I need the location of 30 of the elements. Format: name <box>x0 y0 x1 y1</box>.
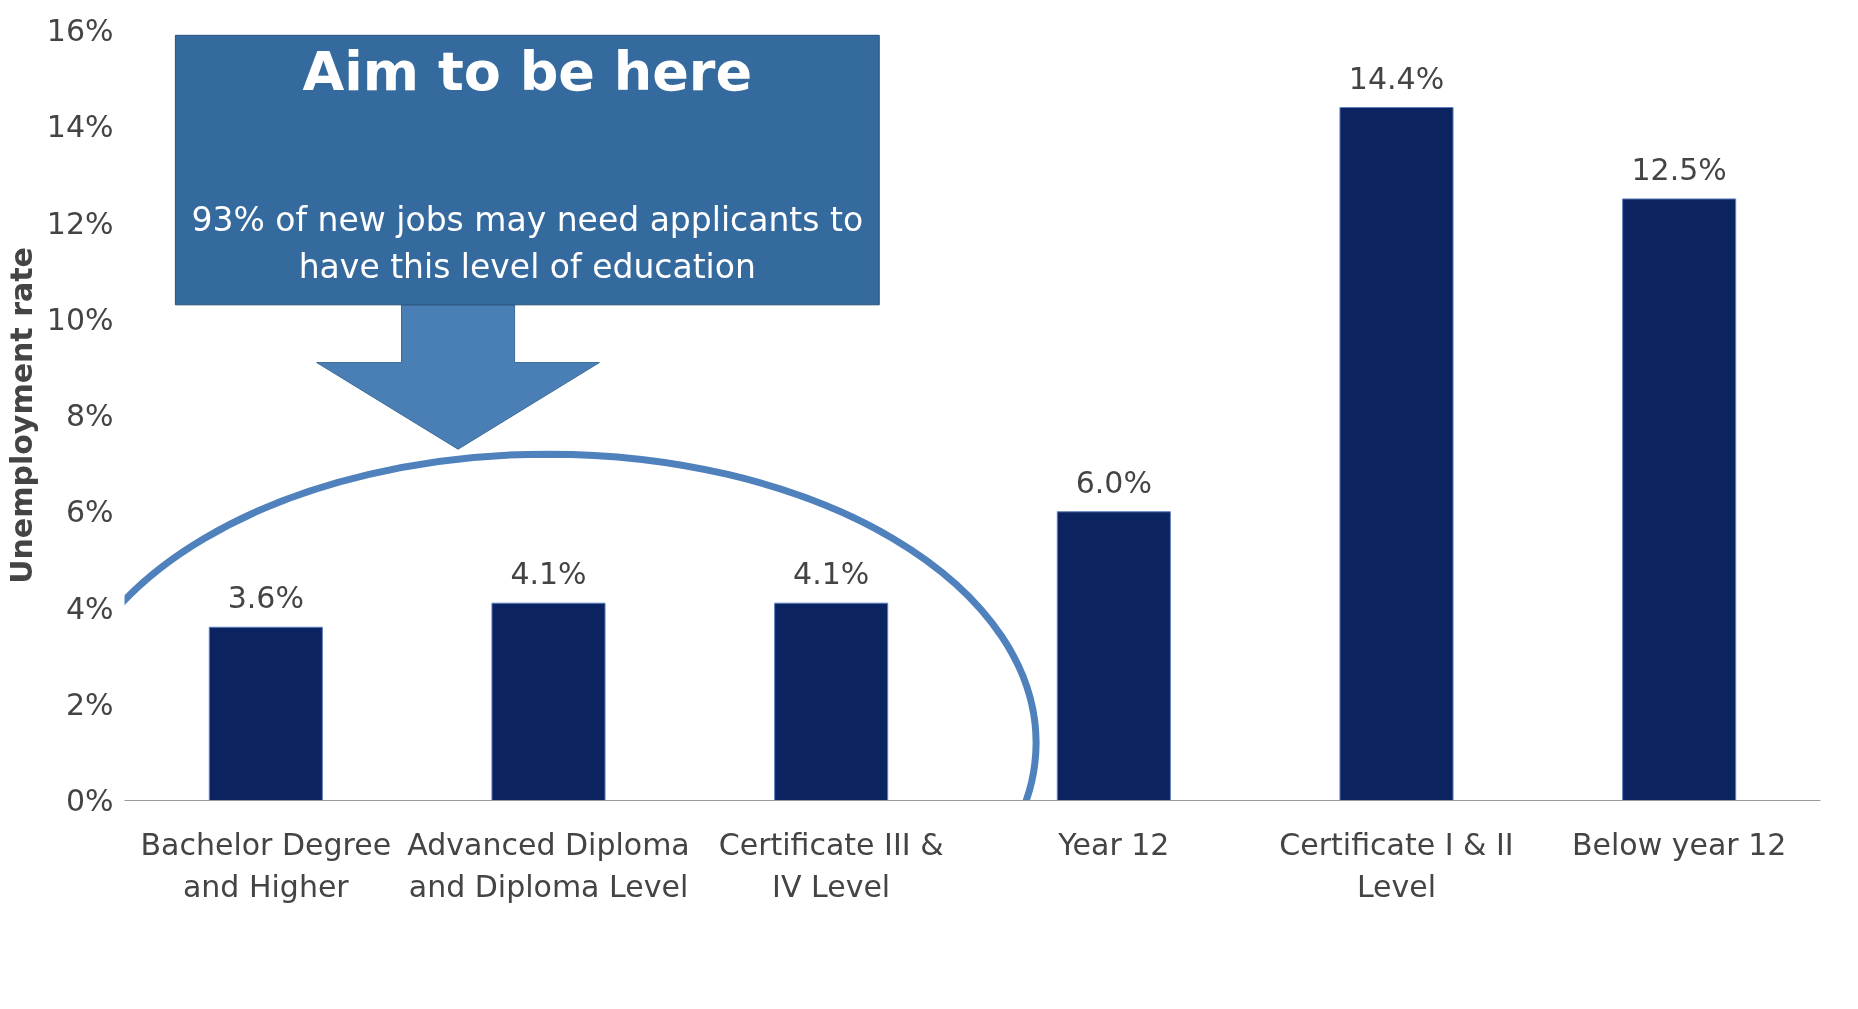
x-tick-label: Advanced Diploma and Diploma Level <box>407 826 690 904</box>
bar <box>1056 511 1171 801</box>
annotation: Aim to be here <box>302 39 753 103</box>
bar <box>1622 198 1737 801</box>
data-label: 6.0% <box>1075 464 1152 500</box>
y-tick-label: 2% <box>65 686 114 722</box>
annotation: 93% of new jobs may need applicants to have this level of education <box>191 199 864 286</box>
data-label: 4.1% <box>510 556 587 592</box>
x-tick-label: Certificate III & IV Level <box>718 826 944 904</box>
y-tick-label: 0% <box>65 783 114 818</box>
y-tick-label: 14% <box>46 109 114 145</box>
bar <box>208 626 323 801</box>
bar <box>774 602 889 801</box>
x-tick-label: Below year 12 <box>1571 826 1787 862</box>
data-label: 14.4% <box>1348 60 1445 96</box>
y-tick-label: 8% <box>65 398 114 433</box>
bar <box>491 602 606 801</box>
y-tick-label: 12% <box>46 205 114 241</box>
y-tick-label: 16% <box>46 13 114 48</box>
y-tick-label: 10% <box>46 301 114 337</box>
x-tick-label: Certificate I & II Level <box>1279 826 1514 904</box>
y-axis-title: Unemployment rate <box>3 247 39 584</box>
x-tick-label: Bachelor Degree and Higher <box>140 826 392 904</box>
y-tick-label: 4% <box>65 590 114 626</box>
data-label: 3.6% <box>227 580 304 616</box>
data-label: 12.5% <box>1631 151 1727 187</box>
data-label: 4.1% <box>793 556 870 592</box>
x-tick-label: Year 12 <box>1057 826 1170 862</box>
y-tick-label: 6% <box>65 494 114 530</box>
bar <box>1339 107 1454 801</box>
